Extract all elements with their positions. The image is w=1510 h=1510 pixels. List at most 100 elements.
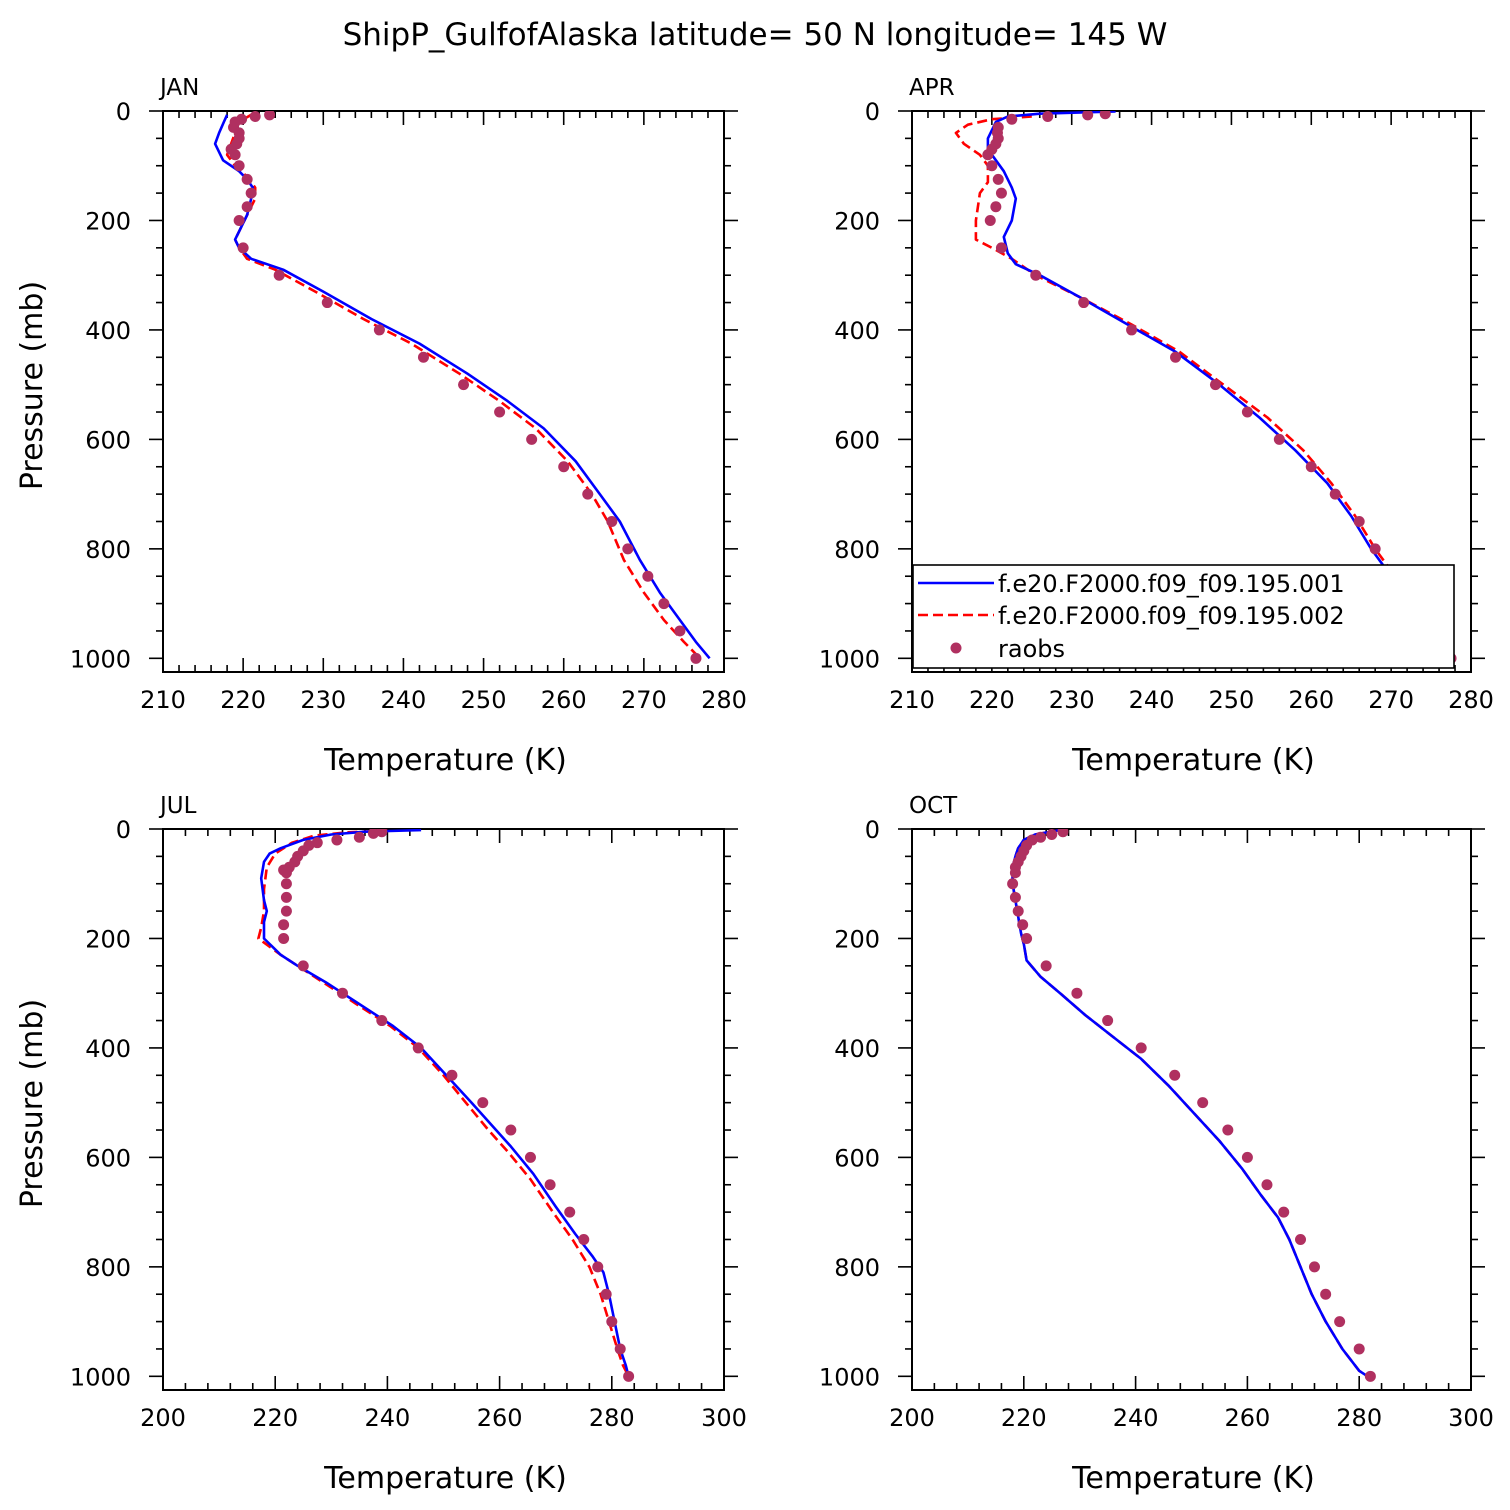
x-tick-label: 270 xyxy=(621,686,667,714)
x-axis-label: Temperature (K) xyxy=(323,743,567,778)
y-tick-label: 800 xyxy=(85,1254,131,1282)
raobs-marker xyxy=(1012,905,1024,917)
raobs-marker xyxy=(1071,987,1083,999)
y-tick-label: 400 xyxy=(85,317,131,345)
raobs-marker xyxy=(249,111,261,122)
x-tick-label: 250 xyxy=(461,686,507,714)
raobs-marker xyxy=(280,905,292,917)
plot-frame xyxy=(162,828,725,1391)
raobs-marker xyxy=(264,111,276,121)
y-tick-label: 600 xyxy=(85,426,131,454)
raobs-marker xyxy=(233,214,245,226)
raobs-marker xyxy=(1329,488,1341,500)
raobs-marker xyxy=(367,829,379,839)
raobs-marker xyxy=(623,1370,635,1382)
raobs-marker xyxy=(558,461,570,473)
raobs-marker xyxy=(1169,1069,1181,1081)
x-tick-label: 270 xyxy=(1368,686,1414,714)
panel-label: JAN xyxy=(158,75,199,101)
raobs-marker xyxy=(376,829,388,838)
raobs-marker xyxy=(331,834,343,846)
raobs-marker xyxy=(237,242,249,254)
legend: f.e20.F2000.f09_f09.195.001 f.e20.F2000.f… xyxy=(912,564,1455,669)
raobs-marker xyxy=(477,1097,489,1109)
x-tick-label: 220 xyxy=(220,686,266,714)
data-layer xyxy=(954,111,1457,664)
raobs-marker xyxy=(278,919,290,931)
raobs-marker xyxy=(278,932,290,944)
raobs-marker xyxy=(1006,113,1018,125)
raobs-marker xyxy=(984,214,996,226)
panel-apr: 210 220 230 240 250 260 270 280 0 200 400 600 800 100… xyxy=(819,75,1494,778)
raobs-marker xyxy=(353,831,365,843)
raobs-marker xyxy=(241,201,253,213)
x-tick-label: 240 xyxy=(1129,686,1175,714)
x-tick-label: 280 xyxy=(701,686,747,714)
raobs-marker xyxy=(658,598,670,610)
raobs-marker xyxy=(321,297,333,309)
raobs-marker xyxy=(1364,1370,1376,1382)
raobs-marker xyxy=(412,1042,424,1054)
x-tick-label: 240 xyxy=(364,1404,410,1432)
raobs-marker xyxy=(1222,1124,1234,1136)
raobs-marker xyxy=(1046,829,1058,840)
raobs-marker xyxy=(1353,515,1365,527)
x-axis-label: Temperature (K) xyxy=(323,1461,567,1496)
raobs-marker xyxy=(582,488,594,500)
y-tick-label: 0 xyxy=(865,98,880,126)
y-tick-label: 800 xyxy=(834,536,880,564)
panel-jan: 210 220 230 240 250 260 270 280 0 200 400 600 800 100… xyxy=(15,75,747,778)
x-tick-label: 280 xyxy=(589,1404,635,1432)
raobs-marker xyxy=(1197,1097,1209,1109)
raobs-marker xyxy=(1241,1151,1253,1163)
panel-jul: 200 220 240 260 280 300 0 200 400 600 800 1000 JUL Te… xyxy=(15,793,747,1496)
raobs-marker xyxy=(446,1069,458,1081)
raobs-marker xyxy=(1295,1233,1307,1245)
raobs-marker xyxy=(241,173,253,185)
raobs-marker xyxy=(1021,932,1033,944)
series-002-line xyxy=(257,829,630,1377)
raobs-marker xyxy=(1017,919,1029,931)
y-tick-label: 400 xyxy=(834,1035,880,1063)
y-tick-label: 600 xyxy=(834,426,880,454)
x-tick-label: 220 xyxy=(252,1404,298,1432)
figure-title: ShipP_GulfofAlaska latitude= 50 N longit… xyxy=(343,17,1168,53)
raobs-marker xyxy=(1078,297,1090,309)
y-tick-label: 0 xyxy=(116,816,131,844)
raobs-marker xyxy=(606,1316,618,1328)
y-tick-label: 800 xyxy=(85,536,131,564)
y-tick-label: 200 xyxy=(834,925,880,953)
x-tick-label: 300 xyxy=(1448,1404,1494,1432)
raobs-marker xyxy=(494,406,506,418)
raobs-marker xyxy=(592,1261,604,1273)
raobs-marker xyxy=(600,1288,612,1300)
raobs-marker xyxy=(614,1343,626,1355)
raobs-marker xyxy=(544,1179,556,1191)
x-tick-label: 230 xyxy=(1049,686,1095,714)
raobs-marker xyxy=(1320,1288,1332,1300)
legend-label: raobs xyxy=(998,635,1065,663)
x-tick-label: 210 xyxy=(140,686,186,714)
series-002-line xyxy=(225,113,701,660)
raobs-marker xyxy=(1278,1206,1290,1218)
y-tick-label: 200 xyxy=(834,207,880,235)
y-tick-label: 600 xyxy=(85,1144,131,1172)
raobs-marker xyxy=(1082,111,1094,121)
raobs-marker xyxy=(505,1124,517,1136)
raobs-marker xyxy=(1261,1179,1273,1191)
raobs-marker xyxy=(642,570,654,582)
raobs-marker xyxy=(995,187,1007,199)
raobs-marker xyxy=(458,379,470,391)
data-layer xyxy=(213,111,711,664)
data-layer xyxy=(257,829,635,1382)
y-tick-label: 1000 xyxy=(819,1363,880,1391)
raobs-marker xyxy=(280,867,292,879)
raobs-marker xyxy=(417,351,429,363)
raobs-marker xyxy=(311,837,323,849)
y-tick-label: 400 xyxy=(834,317,880,345)
x-tick-label: 240 xyxy=(1113,1404,1159,1432)
x-tick-label: 260 xyxy=(541,686,587,714)
legend-label: f.e20.F2000.f09_f09.195.002 xyxy=(998,602,1345,630)
raobs-marker xyxy=(373,324,385,336)
